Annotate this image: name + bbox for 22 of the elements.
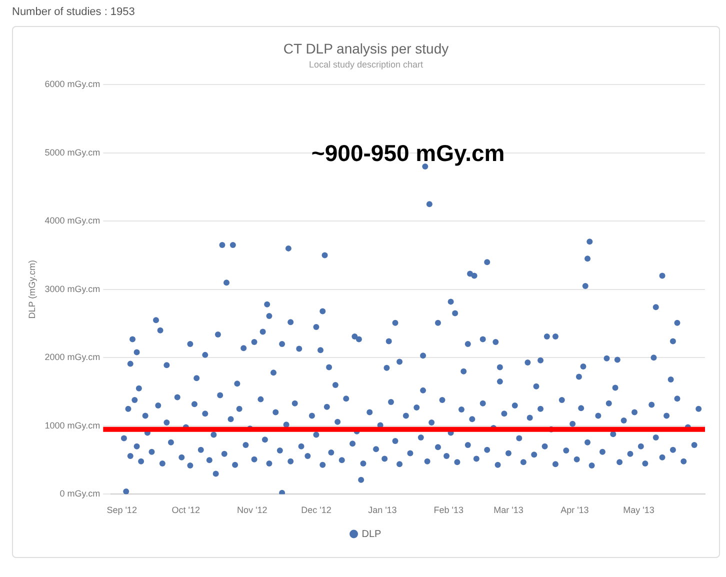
x-tick-label: Mar '13 <box>494 505 524 516</box>
y-tick-label: 4000 mGy.cm <box>44 216 100 226</box>
y-tick-label: 0 mGy.cm <box>60 488 100 499</box>
x-tick-label: Oct '12 <box>172 505 200 516</box>
y-tick-label: 6000 mGy.cm <box>44 79 100 90</box>
x-tick-label: Apr '13 <box>560 505 589 516</box>
chart-title: CT DLP analysis per study <box>283 40 449 56</box>
x-tick-label: Dec '12 <box>301 505 332 516</box>
x-tick-label: Jan '13 <box>368 505 397 516</box>
y-axis-title: DLP (mGy.cm) <box>26 260 37 319</box>
x-tick-label: Nov '12 <box>237 505 268 516</box>
y-tick-label: 2000 mGy.cm <box>44 352 100 362</box>
y-tick-label: 1000 mGy.cm <box>44 420 100 430</box>
x-tick-label: Sep '12 <box>106 505 137 516</box>
annotation: ~900-950 mGy.cm <box>311 140 505 166</box>
x-tick-label: May '13 <box>623 505 654 516</box>
text: Number of studies : 1953 <box>12 6 136 18</box>
x-tick-label: Feb '13 <box>434 505 464 516</box>
y-tick-label: 5000 mGy.cm <box>44 147 100 158</box>
legend-label: DLP <box>362 528 382 540</box>
chart-subtitle: Local study description chart <box>308 60 424 70</box>
y-tick-label: 3000 mGy.cm <box>44 284 100 294</box>
